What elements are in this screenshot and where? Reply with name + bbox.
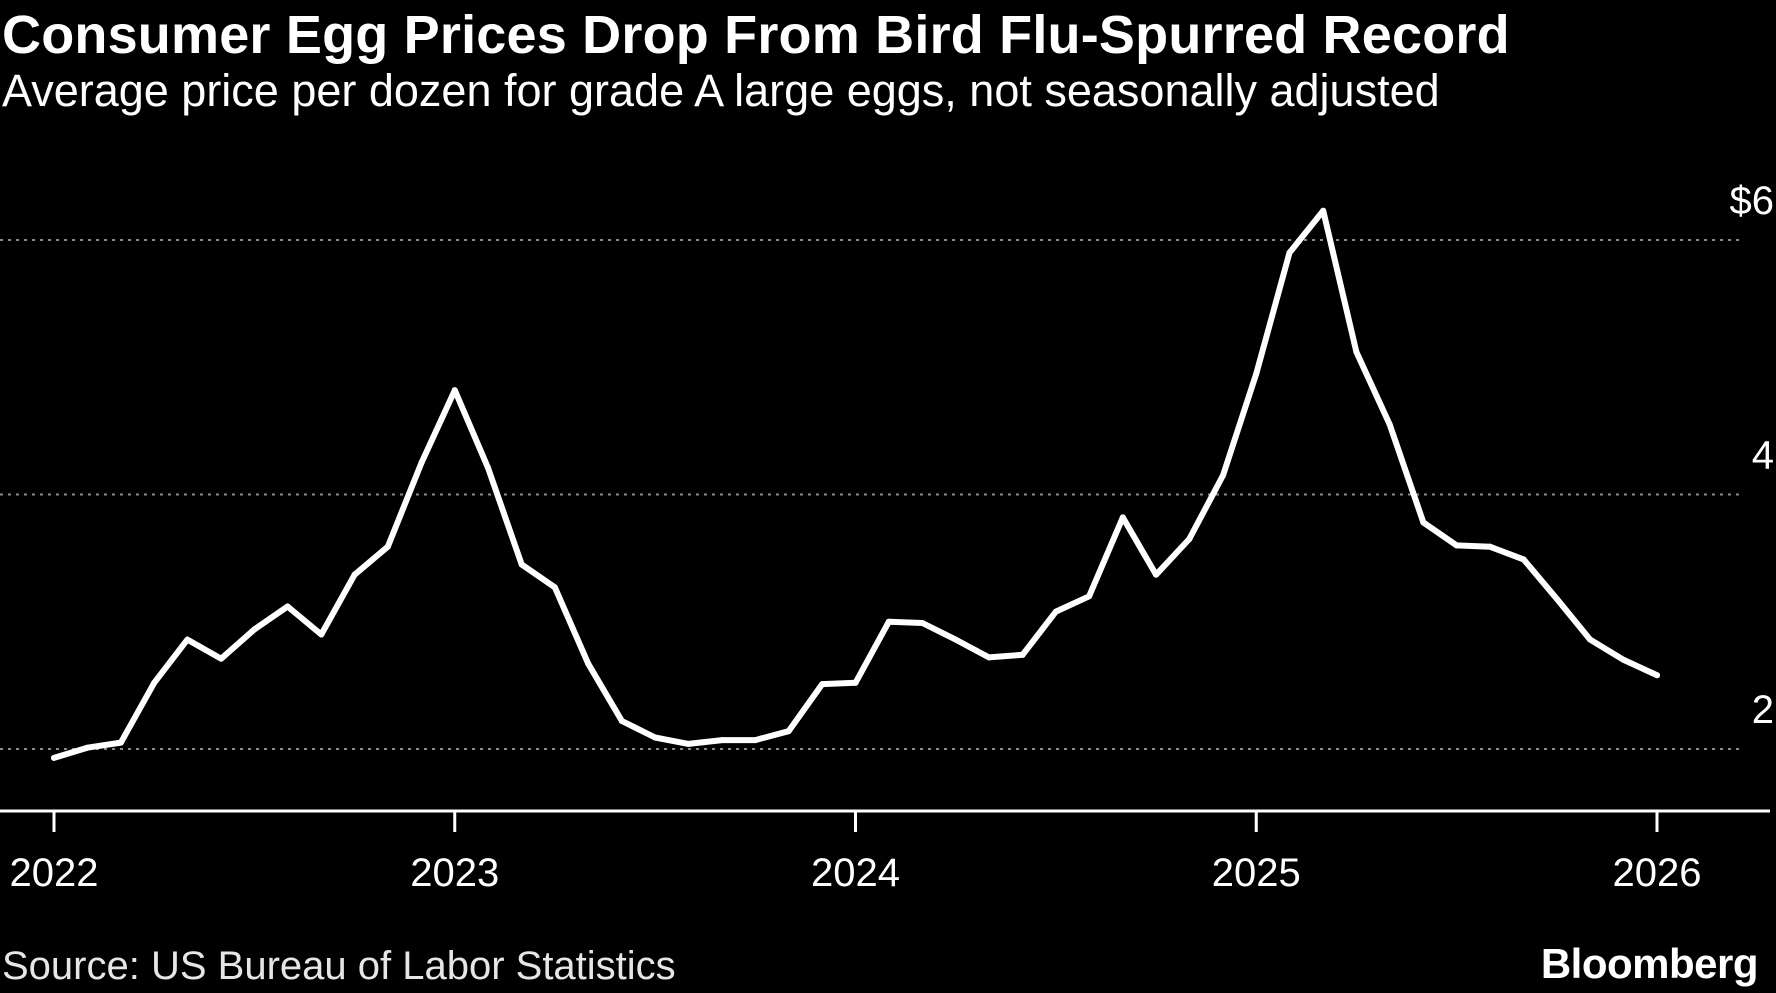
data-point-30	[1052, 608, 1059, 615]
data-point-10	[384, 543, 391, 550]
data-point-7	[284, 603, 291, 610]
data-point-40	[1386, 421, 1393, 428]
data-point-41	[1420, 519, 1427, 526]
data-point-19	[685, 740, 692, 747]
data-point-24	[852, 679, 859, 686]
data-point-43	[1486, 543, 1493, 550]
data-point-18	[652, 734, 659, 741]
data-point-15	[551, 584, 558, 591]
data-point-44	[1520, 556, 1527, 563]
data-point-8	[318, 631, 325, 638]
y-tick-label-6: $6	[1730, 179, 1775, 223]
data-point-46	[1587, 636, 1594, 643]
x-tick-label-2026: 2026	[1613, 851, 1702, 895]
data-point-26	[919, 620, 926, 627]
series-points	[51, 207, 1660, 761]
data-point-22	[785, 728, 792, 735]
y-tick-label-2: 2	[1752, 688, 1774, 732]
data-point-17	[618, 718, 625, 725]
x-tick-label-2023: 2023	[410, 851, 499, 895]
data-point-34	[1186, 536, 1193, 543]
x-tick-label-2025: 2025	[1212, 851, 1301, 895]
x-tick-label-2024: 2024	[811, 851, 900, 895]
x-ticks	[52, 811, 1659, 832]
data-point-1	[84, 744, 91, 751]
data-point-14	[518, 561, 525, 568]
x-tick-label-2022: 2022	[10, 851, 99, 895]
source-note: Source: US Bureau of Labor Statistics	[2, 944, 676, 988]
data-point-0	[51, 754, 57, 761]
data-point-13	[485, 464, 492, 471]
data-point-6	[251, 626, 258, 633]
data-point-42	[1453, 542, 1460, 549]
data-point-3	[151, 679, 158, 686]
data-point-29	[1019, 651, 1026, 658]
data-point-39	[1353, 348, 1360, 355]
data-point-47	[1620, 656, 1627, 663]
gridlines	[0, 239, 1740, 750]
data-point-20	[719, 737, 726, 744]
data-point-38	[1320, 207, 1327, 214]
data-point-21	[752, 737, 759, 744]
data-point-48	[1654, 672, 1660, 679]
data-point-36	[1253, 370, 1260, 377]
data-point-12	[451, 387, 458, 394]
data-point-4	[184, 636, 191, 643]
data-point-5	[218, 655, 225, 662]
data-point-35	[1219, 472, 1226, 479]
data-point-25	[885, 618, 892, 625]
data-point-32	[1119, 514, 1126, 521]
data-point-16	[585, 660, 592, 667]
data-point-31	[1086, 593, 1093, 600]
data-point-27	[952, 636, 959, 643]
x-tick-labels: 2022 2023 2024 2025 2026	[10, 851, 1702, 895]
price-series-line	[51, 207, 1660, 761]
y-tick-label-4: 4	[1752, 434, 1774, 478]
data-point-37	[1286, 249, 1293, 256]
chart-title: Consumer Egg Prices Drop From Bird Flu-S…	[2, 5, 1510, 65]
chart-subtitle: Average price per dozen for grade A larg…	[2, 65, 1440, 116]
y-tick-labels: 2 4 $6	[1730, 179, 1775, 732]
data-point-28	[985, 654, 992, 661]
data-point-45	[1553, 595, 1560, 602]
data-point-9	[351, 571, 358, 578]
data-point-33	[1153, 571, 1160, 578]
data-point-2	[117, 739, 124, 746]
bloomberg-logo: Bloomberg	[1540, 940, 1759, 987]
data-point-23	[819, 681, 826, 688]
data-point-11	[418, 459, 425, 466]
